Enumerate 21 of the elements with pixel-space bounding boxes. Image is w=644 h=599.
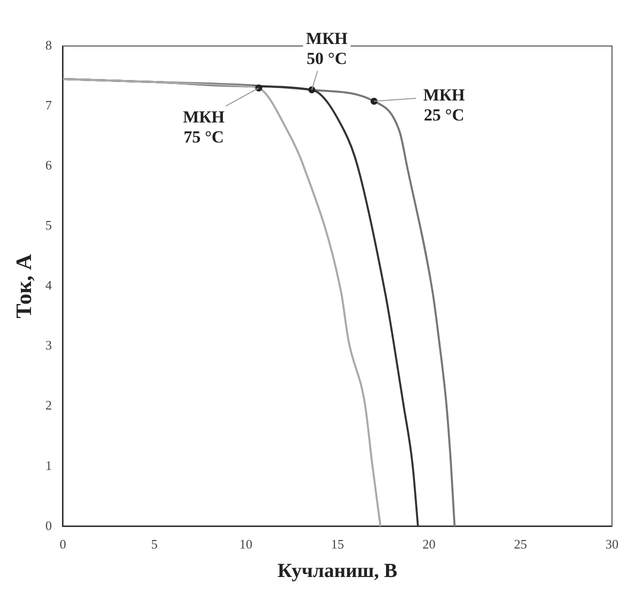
x-tick-label: 25 [514,536,527,552]
y-axis-title: Ток, А [10,254,36,318]
y-tick-label: 8 [45,37,52,52]
y-tick-label: 6 [45,158,52,173]
annotation: МКН 75 °C [182,107,225,146]
x-tick-label: 15 [330,536,344,552]
y-tick-label: 0 [45,518,52,533]
y-tick-label: 2 [45,398,52,413]
x-axis-title: Кучланиш, В [278,560,398,582]
y-tick-label: 3 [45,338,52,353]
x-tick-label: 0 [60,536,66,552]
y-tick-label: 1 [45,458,52,473]
x-tick-label: 30 [606,536,618,552]
x-tick-label: 5 [151,536,158,552]
y-tick-label: 5 [45,218,52,233]
annotation: МКН 25 °C [423,86,465,125]
y-tick-label: 7 [45,97,52,112]
x-tick-label: 10 [239,536,252,552]
annotation: МКН 50 °C [306,29,348,68]
y-tick-label: 4 [45,278,52,293]
x-tick-label: 20 [422,536,436,552]
